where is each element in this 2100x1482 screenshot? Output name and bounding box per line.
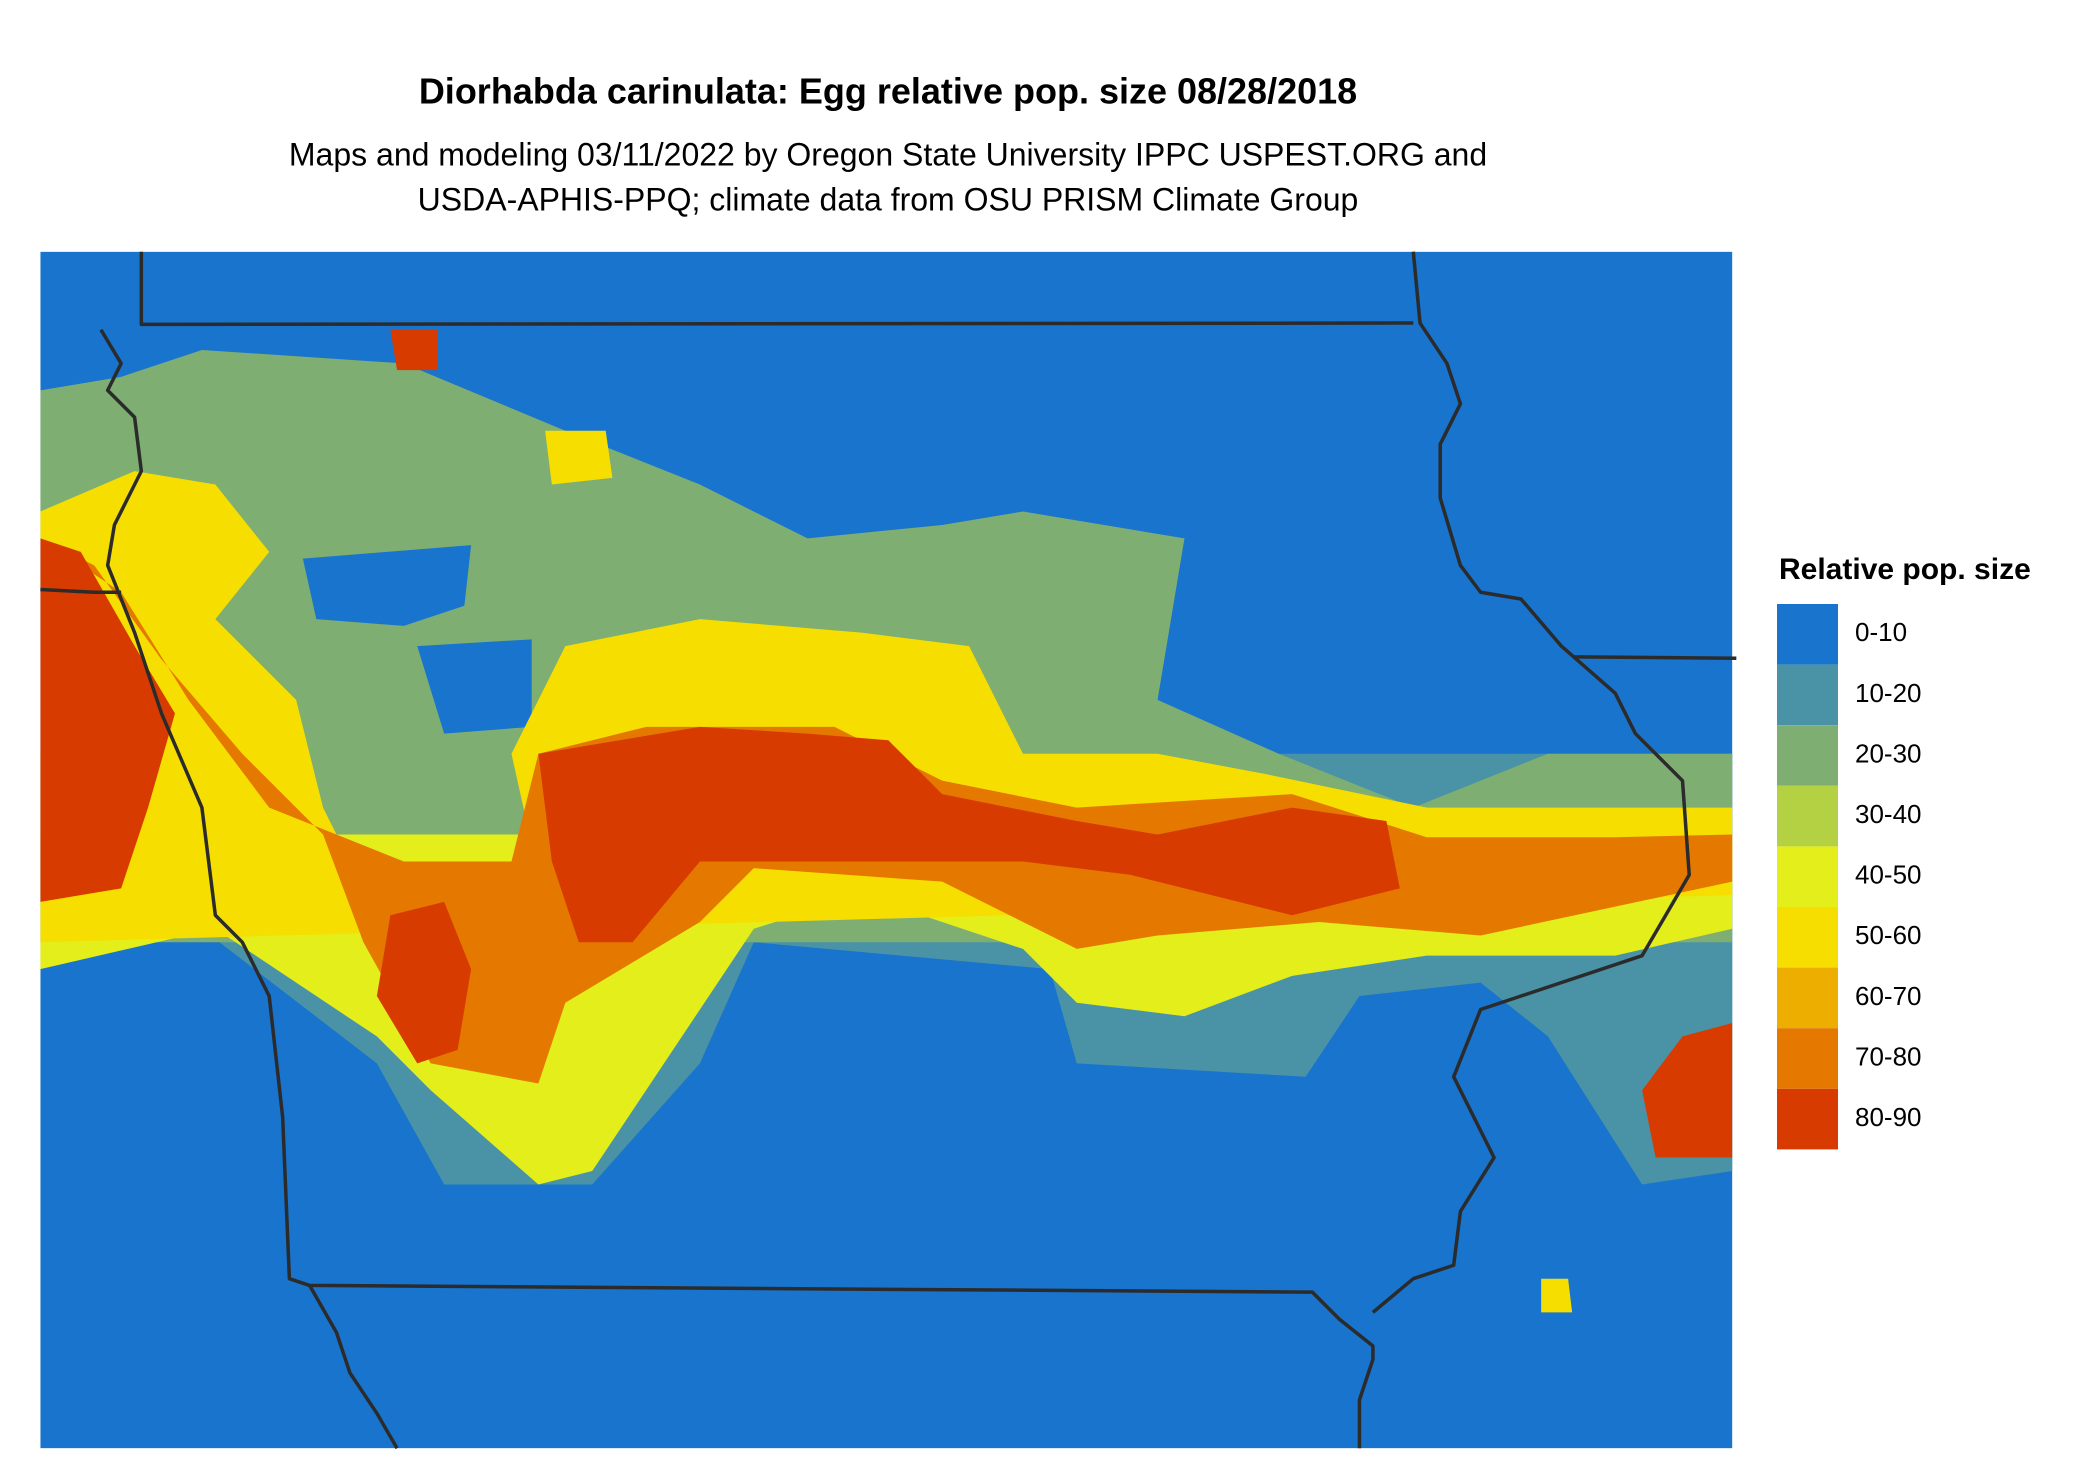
- map-subtitle: Maps and modeling 03/11/2022 by Oregon S…: [289, 136, 1487, 172]
- legend-label: 50-60: [1855, 920, 1922, 950]
- legend-label: 0-10: [1855, 617, 1907, 647]
- class-region: [545, 430, 613, 485]
- state-borders: [40, 251, 1737, 1450]
- legend-label: 70-80: [1855, 1041, 1922, 1071]
- map-title: Diorhabda carinulata: Egg relative pop. …: [419, 71, 1357, 112]
- legend-label: 60-70: [1855, 981, 1922, 1011]
- class-region: [417, 639, 532, 734]
- legend-swatch: [1777, 725, 1838, 786]
- class-region: [1642, 1022, 1733, 1158]
- legend-swatch: [1777, 1088, 1838, 1150]
- map-subtitle: USDA-APHIS-PPQ; climate data from OSU PR…: [418, 181, 1359, 217]
- legend-swatch: [1777, 846, 1838, 907]
- class-region: [390, 329, 438, 371]
- legend-swatch: [1777, 1028, 1838, 1089]
- map: [40, 251, 1737, 1450]
- legend-swatch: [1777, 604, 1838, 665]
- class-region: [376, 901, 472, 1064]
- legend-label: 80-90: [1855, 1102, 1922, 1132]
- legend-label: 40-50: [1855, 860, 1922, 890]
- legend-swatch: [1777, 785, 1838, 847]
- legend-label: 20-30: [1855, 738, 1922, 768]
- legend-title: Relative pop. size: [1779, 553, 2031, 586]
- class-region: [302, 545, 472, 626]
- class-region: [538, 726, 1400, 943]
- legend-swatch: [1777, 664, 1838, 726]
- legend-swatch: [1777, 967, 1838, 1029]
- legend: 0-10 10-20 20-30 30-40 40-50 50-60 60-70 70-80 8…: [1777, 604, 1922, 1150]
- raster: [40, 251, 1733, 1449]
- class-region: [40, 538, 175, 902]
- legend-label: 10-20: [1855, 678, 1922, 708]
- legend-label: 30-40: [1855, 799, 1922, 829]
- class-region: [1541, 1278, 1573, 1313]
- legend-swatch: [1777, 907, 1838, 968]
